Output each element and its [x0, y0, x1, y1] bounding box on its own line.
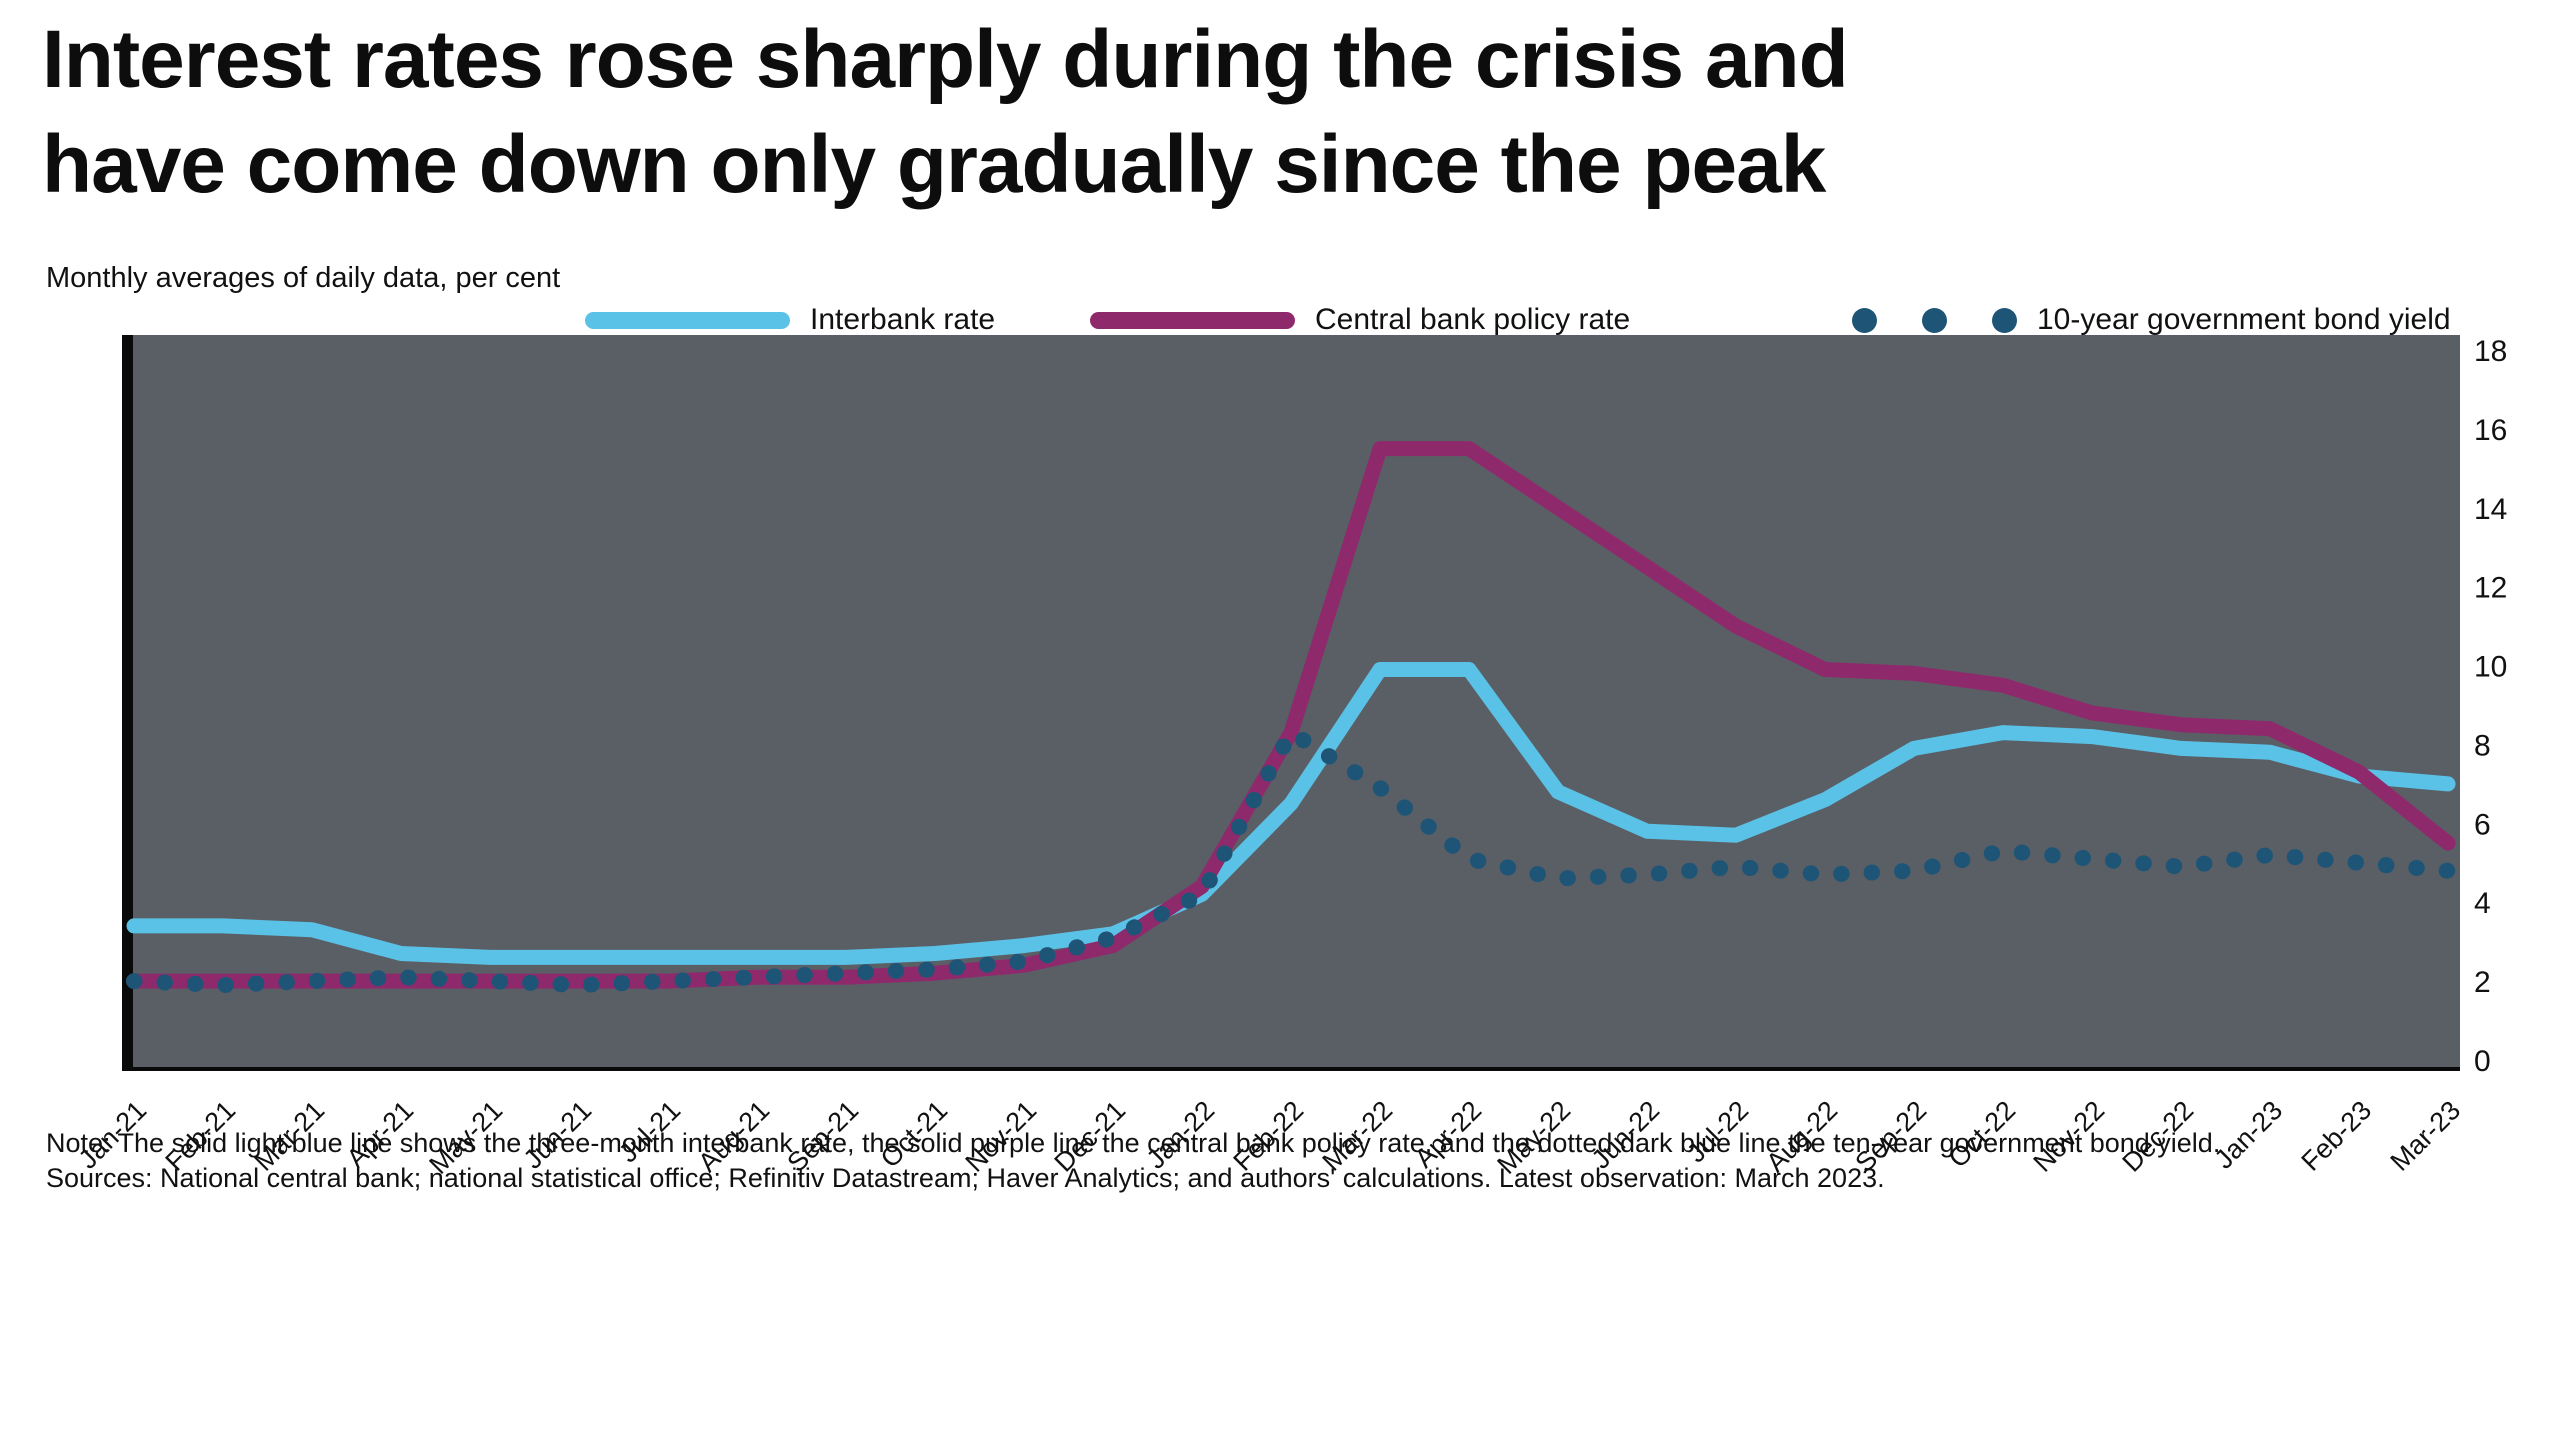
footnote-sources-line: Sources: National central bank; national… — [46, 1163, 1885, 1194]
dot-icon — [1922, 307, 1947, 333]
page-title-line-1: Interest rates rose sharply during the c… — [42, 14, 1849, 105]
y-tick-label: 14 — [2474, 493, 2507, 526]
y-tick-label: 10 — [2474, 651, 2507, 684]
y-tick-label: 4 — [2474, 887, 2491, 920]
footnote-note-line: Note: The solid light blue line shows th… — [46, 1128, 2221, 1158]
y-tick-label: 0 — [2474, 1045, 2491, 1078]
chart-legend: Interbank rate Central bank policy rate … — [0, 303, 2560, 355]
y-tick-label: 2 — [2474, 966, 2491, 999]
legend-item-bond-yield: 10-year government bond yield — [1852, 303, 2451, 337]
chart-footnote: Note: The solid light blue line shows th… — [46, 1126, 2220, 1196]
dot-icon — [1852, 307, 1877, 333]
y-axis-spine — [122, 335, 133, 1070]
y-tick-label: 8 — [2474, 729, 2491, 762]
line-swatch-interbank — [585, 311, 790, 329]
x-axis-spine — [122, 1067, 2460, 1071]
x-tick-label: Mar-23 — [2385, 1095, 2467, 1177]
y-tick-label: 18 — [2474, 335, 2507, 368]
legend-label-bond-yield: 10-year government bond yield — [2037, 303, 2451, 336]
y-tick-label: 6 — [2474, 808, 2491, 841]
page-title: Interest rates rose sharply during the c… — [42, 8, 1849, 218]
y-axis-labels: 0 2 4 6 8 10 12 14 16 18 — [2474, 335, 2507, 1078]
x-tick-label: Jan-23 — [2209, 1095, 2289, 1175]
legend-item-interbank: Interbank rate — [585, 303, 995, 337]
y-tick-label: 12 — [2474, 572, 2507, 605]
x-tick-label: Feb-23 — [2296, 1095, 2378, 1177]
line-swatch-policy-rate — [1090, 311, 1295, 329]
legend-item-policy-rate: Central bank policy rate — [1090, 303, 1630, 337]
chart-subtitle: Monthly averages of daily data, per cent — [46, 262, 561, 294]
legend-label-interbank: Interbank rate — [810, 303, 996, 336]
series-line-policy-rate — [126, 441, 2456, 989]
y-tick-label: 16 — [2474, 414, 2507, 447]
legend-label-policy-rate: Central bank policy rate — [1315, 303, 1631, 336]
dotted-line-swatch-bond-yield — [1852, 307, 2017, 333]
page-title-line-2: have come down only gradually since the … — [42, 118, 1826, 210]
dot-icon — [1992, 307, 2017, 333]
series-line-interbank — [126, 662, 2456, 965]
